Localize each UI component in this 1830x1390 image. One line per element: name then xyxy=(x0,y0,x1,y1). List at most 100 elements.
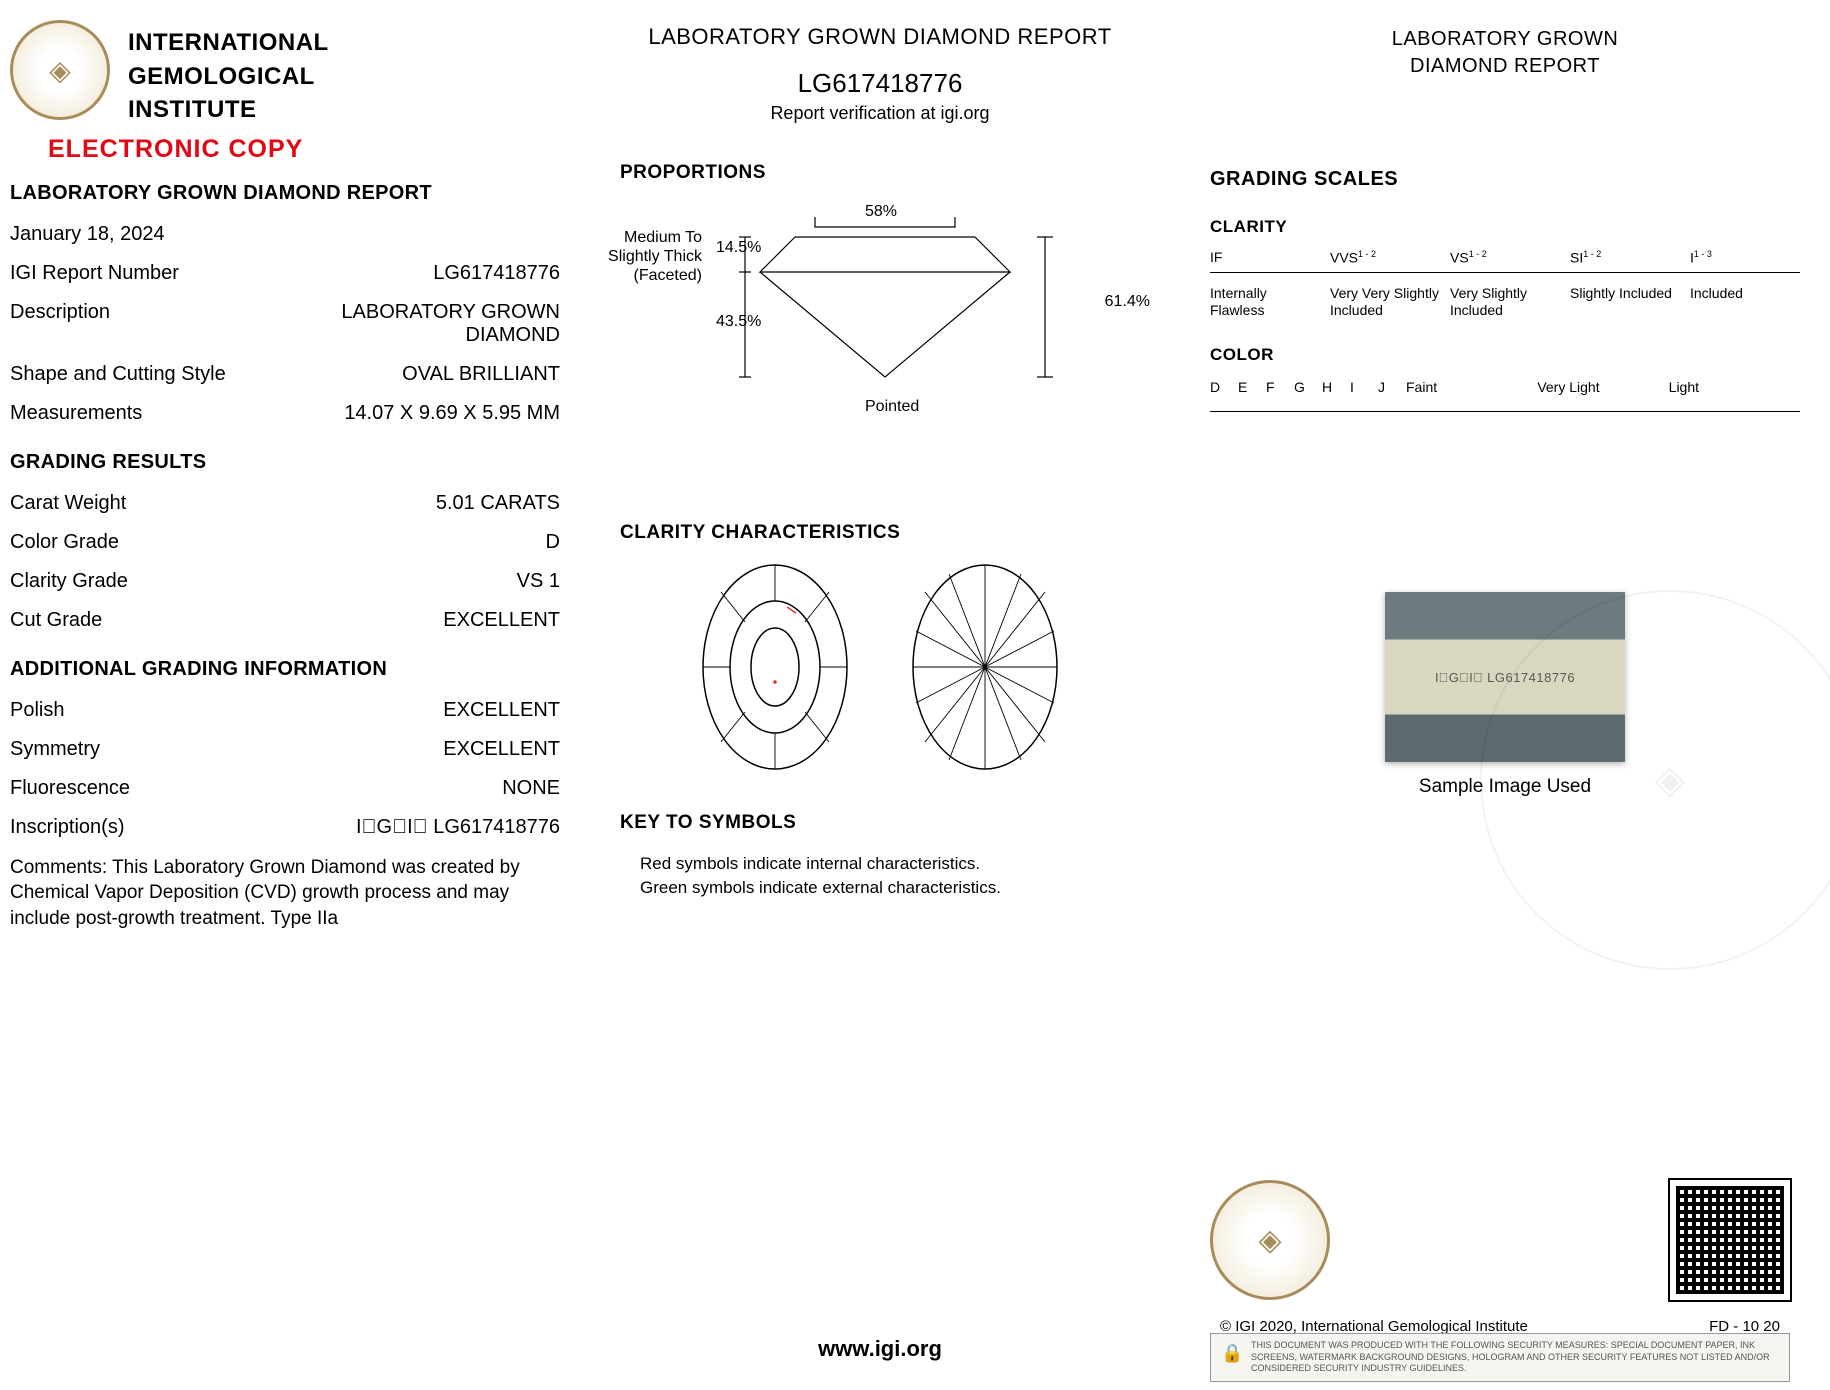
security-disclaimer: THIS DOCUMENT WAS PRODUCED WITH THE FOLL… xyxy=(1210,1333,1790,1382)
mid-report-number: LG617418776 xyxy=(610,68,1150,99)
label: Description xyxy=(10,301,110,347)
color-i: I xyxy=(1350,379,1378,395)
key-symbols-title: KEY TO SYMBOLS xyxy=(620,812,1150,834)
report-page: INTERNATIONAL GEMOLOGICAL INSTITUTE ELEC… xyxy=(0,0,1830,1390)
institute-name: INTERNATIONAL GEMOLOGICAL INSTITUTE xyxy=(128,26,329,127)
value: EXCELLENT xyxy=(443,699,560,722)
value: I⃝G⃝I⃝ LG617418776 xyxy=(356,816,560,839)
seal-watermark-icon: ◈ xyxy=(1480,590,1830,970)
color-very-light: Very Light xyxy=(1537,379,1668,395)
color-f: F xyxy=(1266,379,1294,395)
cut-row: Cut Grade EXCELLENT xyxy=(10,601,560,640)
label: IGI Report Number xyxy=(10,262,179,285)
clarity-desc-3: Slightly Included xyxy=(1570,285,1680,319)
report-number-row: IGI Report Number LG617418776 xyxy=(10,254,560,293)
clarity-head-2: VS1 - 2 xyxy=(1450,249,1560,266)
value: 14.07 X 9.69 X 5.95 MM xyxy=(344,402,560,425)
logo-block: INTERNATIONAL GEMOLOGICAL INSTITUTE xyxy=(10,20,560,127)
clarity-scale-title: CLARITY xyxy=(1210,217,1800,237)
institute-line3: INSTITUTE xyxy=(128,93,329,127)
label: Shape and Cutting Style xyxy=(10,363,226,386)
institute-line1: INTERNATIONAL xyxy=(128,26,329,60)
institute-line2: GEMOLOGICAL xyxy=(128,60,329,94)
table-pct: 58% xyxy=(865,202,897,221)
clarity-row: Clarity Grade VS 1 xyxy=(10,562,560,601)
comments-text: Comments: This Laboratory Grown Diamond … xyxy=(10,855,560,932)
shape-row: Shape and Cutting Style OVAL BRILLIANT xyxy=(10,355,560,394)
verification-text: Report verification at igi.org xyxy=(610,103,1150,124)
crown-pct: 14.5% xyxy=(716,238,761,257)
culet-label: Pointed xyxy=(865,397,919,416)
left-column: INTERNATIONAL GEMOLOGICAL INSTITUTE ELEC… xyxy=(10,20,580,1390)
inscription-row: Inscription(s) I⃝G⃝I⃝ LG617418776 xyxy=(10,808,560,847)
value: LABORATORY GROWN DIAMOND xyxy=(300,301,560,347)
color-faint: Faint xyxy=(1406,379,1537,395)
clarity-desc-4: Included xyxy=(1690,285,1800,319)
label: Fluorescence xyxy=(10,777,130,800)
value: EXCELLENT xyxy=(443,738,560,761)
report-type-title: LABORATORY GROWN DIAMOND REPORT xyxy=(10,182,560,205)
right-head-line2: DIAMOND REPORT xyxy=(1410,55,1600,77)
report-date: January 18, 2024 xyxy=(10,223,165,246)
color-j: J xyxy=(1378,379,1406,395)
label: Inscription(s) xyxy=(10,816,124,839)
oval-top-icon xyxy=(700,562,850,772)
grading-results-title: GRADING RESULTS xyxy=(10,451,560,474)
electronic-copy-label: ELECTRONIC COPY xyxy=(48,135,560,164)
depth-pct: 61.4% xyxy=(1105,292,1150,311)
label: Polish xyxy=(10,699,64,722)
color-h: H xyxy=(1322,379,1350,395)
middle-column: LABORATORY GROWN DIAMOND REPORT LG617418… xyxy=(580,20,1180,1390)
footer-seal-icon xyxy=(1210,1180,1330,1300)
footer-seal-qr xyxy=(1210,1180,1800,1300)
value: D xyxy=(546,531,560,554)
report-date-row: January 18, 2024 xyxy=(10,215,560,254)
description-row: Description LABORATORY GROWN DIAMOND xyxy=(10,293,560,355)
value: VS 1 xyxy=(517,570,560,593)
label: Measurements xyxy=(10,402,142,425)
label: Symmetry xyxy=(10,738,100,761)
clarity-head-0: IF xyxy=(1210,249,1320,266)
label: Cut Grade xyxy=(10,609,102,632)
mid-title: LABORATORY GROWN DIAMOND REPORT xyxy=(610,24,1150,50)
color-row: Color Grade D xyxy=(10,523,560,562)
key-red-text: Red symbols indicate internal characteri… xyxy=(640,852,1150,876)
clarity-desc-0: Internally Flawless xyxy=(1210,285,1320,319)
measurements-row: Measurements 14.07 X 9.69 X 5.95 MM xyxy=(10,394,560,433)
clarity-characteristics-title: CLARITY CHARACTERISTICS xyxy=(620,522,1150,544)
carat-row: Carat Weight 5.01 CARATS xyxy=(10,484,560,523)
proportions-diagram: 58% 14.5% 43.5% 61.4% Medium To Slightly… xyxy=(620,202,1150,452)
pavilion-pct: 43.5% xyxy=(716,312,761,331)
value: LG617418776 xyxy=(433,262,560,285)
oval-bottom-icon xyxy=(910,562,1060,772)
igi-seal-icon xyxy=(10,20,110,120)
clarity-head-4: I1 - 3 xyxy=(1690,249,1800,266)
fluorescence-row: Fluorescence NONE xyxy=(10,769,560,808)
girdle-label: Medium To Slightly Thick (Faceted) xyxy=(592,228,702,286)
label: Clarity Grade xyxy=(10,570,128,593)
label: Carat Weight xyxy=(10,492,126,515)
polish-row: Polish EXCELLENT xyxy=(10,691,560,730)
color-e: E xyxy=(1238,379,1266,395)
website-url: www.igi.org xyxy=(580,1336,1180,1362)
clarity-heads: IF VVS1 - 2 VS1 - 2 SI1 - 2 I1 - 3 xyxy=(1210,249,1800,266)
clarity-desc-2: Very Slightly Included xyxy=(1450,285,1560,319)
value: EXCELLENT xyxy=(443,609,560,632)
value: 5.01 CARATS xyxy=(436,492,560,515)
symmetry-row: Symmetry EXCELLENT xyxy=(10,730,560,769)
clarity-descs: Internally Flawless Very Very Slightly I… xyxy=(1210,285,1800,319)
right-column: LABORATORY GROWN DIAMOND REPORT GRADING … xyxy=(1180,20,1800,1390)
grading-scales-title: GRADING SCALES xyxy=(1210,168,1800,191)
value: NONE xyxy=(502,777,560,800)
key-green-text: Green symbols indicate external characte… xyxy=(640,876,1150,900)
color-scale-title: COLOR xyxy=(1210,345,1800,365)
value: OVAL BRILLIANT xyxy=(402,363,560,386)
clarity-diagrams xyxy=(610,562,1150,772)
right-head-line1: LABORATORY GROWN xyxy=(1392,28,1619,50)
color-scale-row: D E F G H I J Faint Very Light Light xyxy=(1210,379,1800,395)
clarity-head-3: SI1 - 2 xyxy=(1570,249,1680,266)
additional-title: ADDITIONAL GRADING INFORMATION xyxy=(10,658,560,681)
color-light: Light xyxy=(1669,379,1800,395)
label: Color Grade xyxy=(10,531,119,554)
color-g: G xyxy=(1294,379,1322,395)
